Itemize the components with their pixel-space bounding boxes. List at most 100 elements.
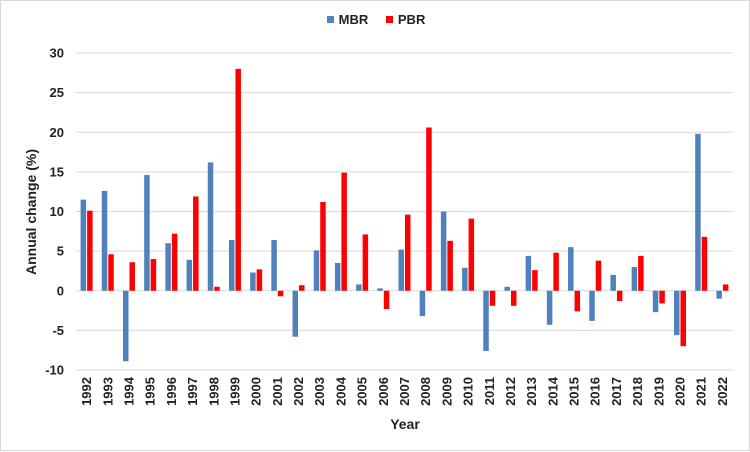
bar-mbr: [483, 290, 489, 351]
x-tick-label: 1994: [121, 376, 136, 406]
x-tick-label: 2017: [609, 377, 624, 406]
x-tick-label: 1996: [164, 377, 179, 406]
x-tick-label: 2007: [397, 377, 412, 406]
bar-mbr: [695, 133, 701, 291]
bar-pbr: [510, 290, 517, 306]
y-tick-label: 30: [50, 46, 64, 61]
x-tick-label: 1999: [227, 377, 242, 406]
bar-pbr: [341, 172, 347, 291]
bar-pbr: [574, 290, 581, 312]
x-tick-label: 2000: [249, 377, 264, 406]
bar-mbr: [589, 290, 595, 321]
bar-mbr: [356, 284, 362, 291]
bar-mbr: [716, 290, 722, 299]
bar-pbr: [532, 270, 538, 291]
bar-mbr: [292, 290, 299, 337]
bar-mbr: [525, 255, 532, 291]
x-tick-label: 2014: [545, 376, 560, 406]
legend-swatch-pbr: [385, 16, 393, 23]
x-tick-label: 2018: [630, 377, 645, 406]
bar-mbr: [122, 290, 129, 362]
bar-pbr: [489, 290, 496, 306]
bar-mbr: [440, 211, 447, 291]
y-axis-title: Annual change (%): [23, 149, 39, 275]
bar-pbr: [659, 290, 665, 304]
bar-mbr: [610, 274, 616, 291]
x-tick-label: 2005: [355, 377, 370, 406]
bar-layer: [80, 68, 729, 362]
x-tick-label: 2012: [503, 377, 518, 406]
bar-pbr: [701, 236, 708, 291]
bar-mbr: [80, 199, 87, 291]
x-tick-label: 2013: [524, 377, 539, 406]
bar-pbr: [108, 254, 114, 291]
legend-swatch-mbr: [326, 16, 334, 23]
x-tick-label: 2021: [694, 377, 709, 406]
legend-label-pbr: PBR: [397, 12, 426, 27]
bar-pbr: [405, 214, 411, 291]
x-tick-label: 2008: [418, 377, 433, 406]
bar-mbr: [334, 263, 341, 291]
grid-layer: [76, 52, 733, 371]
legend-item-mbr: MBR: [326, 12, 369, 27]
x-axis-title: Year: [390, 416, 420, 432]
bar-pbr: [680, 290, 687, 347]
bar-mbr: [144, 175, 150, 291]
bar-mbr: [101, 190, 108, 291]
x-tick-label: 2010: [461, 377, 476, 406]
bar-pbr: [193, 196, 199, 291]
bar-mbr: [165, 243, 171, 291]
x-tick-label: 2011: [482, 377, 497, 405]
x-tick-label: 2022: [715, 377, 730, 406]
bar-pbr: [299, 285, 305, 291]
x-tick-label: 2006: [376, 377, 391, 406]
x-tick-label: 1993: [100, 377, 115, 406]
bar-mbr: [313, 250, 320, 291]
legend: MBR PBR: [1, 11, 750, 27]
y-tick-label: 5: [57, 244, 64, 259]
bar-mbr: [250, 272, 256, 291]
bar-pbr: [320, 201, 326, 291]
bar-mbr: [419, 290, 426, 317]
bar-pbr: [171, 233, 178, 291]
x-tick-label: 2020: [673, 377, 688, 406]
bar-pbr: [468, 218, 475, 291]
bar-pbr: [129, 262, 135, 291]
bar-pbr: [87, 210, 93, 291]
x-tick-label: 2016: [588, 377, 603, 406]
bar-pbr: [362, 234, 369, 291]
bar-mbr: [271, 240, 277, 291]
bar-mbr: [377, 288, 383, 291]
legend-item-pbr: PBR: [385, 12, 426, 27]
bar-pbr: [638, 255, 644, 291]
bar-mbr: [674, 290, 680, 336]
bar-mbr: [504, 286, 510, 291]
bar-pbr: [383, 290, 390, 309]
x-tick-label: 1995: [143, 377, 158, 406]
bar-pbr: [722, 284, 729, 291]
y-tick-label: 0: [57, 283, 64, 298]
legend-label-mbr: MBR: [338, 12, 369, 27]
bar-pbr: [553, 252, 559, 291]
x-tick-label: 1998: [206, 377, 221, 406]
y-tick-label: 10: [50, 204, 64, 219]
y-tick-label: 20: [50, 125, 64, 140]
bar-pbr: [214, 286, 220, 291]
bar-pbr: [277, 290, 284, 297]
y-tick-label: 25: [50, 85, 64, 100]
x-tick-label: 2009: [439, 377, 454, 406]
bar-pbr: [426, 127, 432, 291]
bar-pbr: [595, 260, 602, 291]
bar-mbr: [652, 290, 659, 313]
bar-pbr: [616, 290, 623, 302]
x-tick-label: 2001: [270, 377, 285, 406]
x-tick-label: 2003: [312, 377, 327, 406]
axis-layer: -10 -5 0 5 10 15 20 25 30 1992 1993 1994 1995 1996 199…: [45, 46, 730, 406]
bar-pbr: [447, 240, 453, 291]
bar-mbr: [546, 290, 553, 325]
y-tick-label: 15: [50, 164, 64, 179]
bar-mbr: [631, 266, 638, 291]
x-tick-label: 2004: [333, 376, 348, 406]
